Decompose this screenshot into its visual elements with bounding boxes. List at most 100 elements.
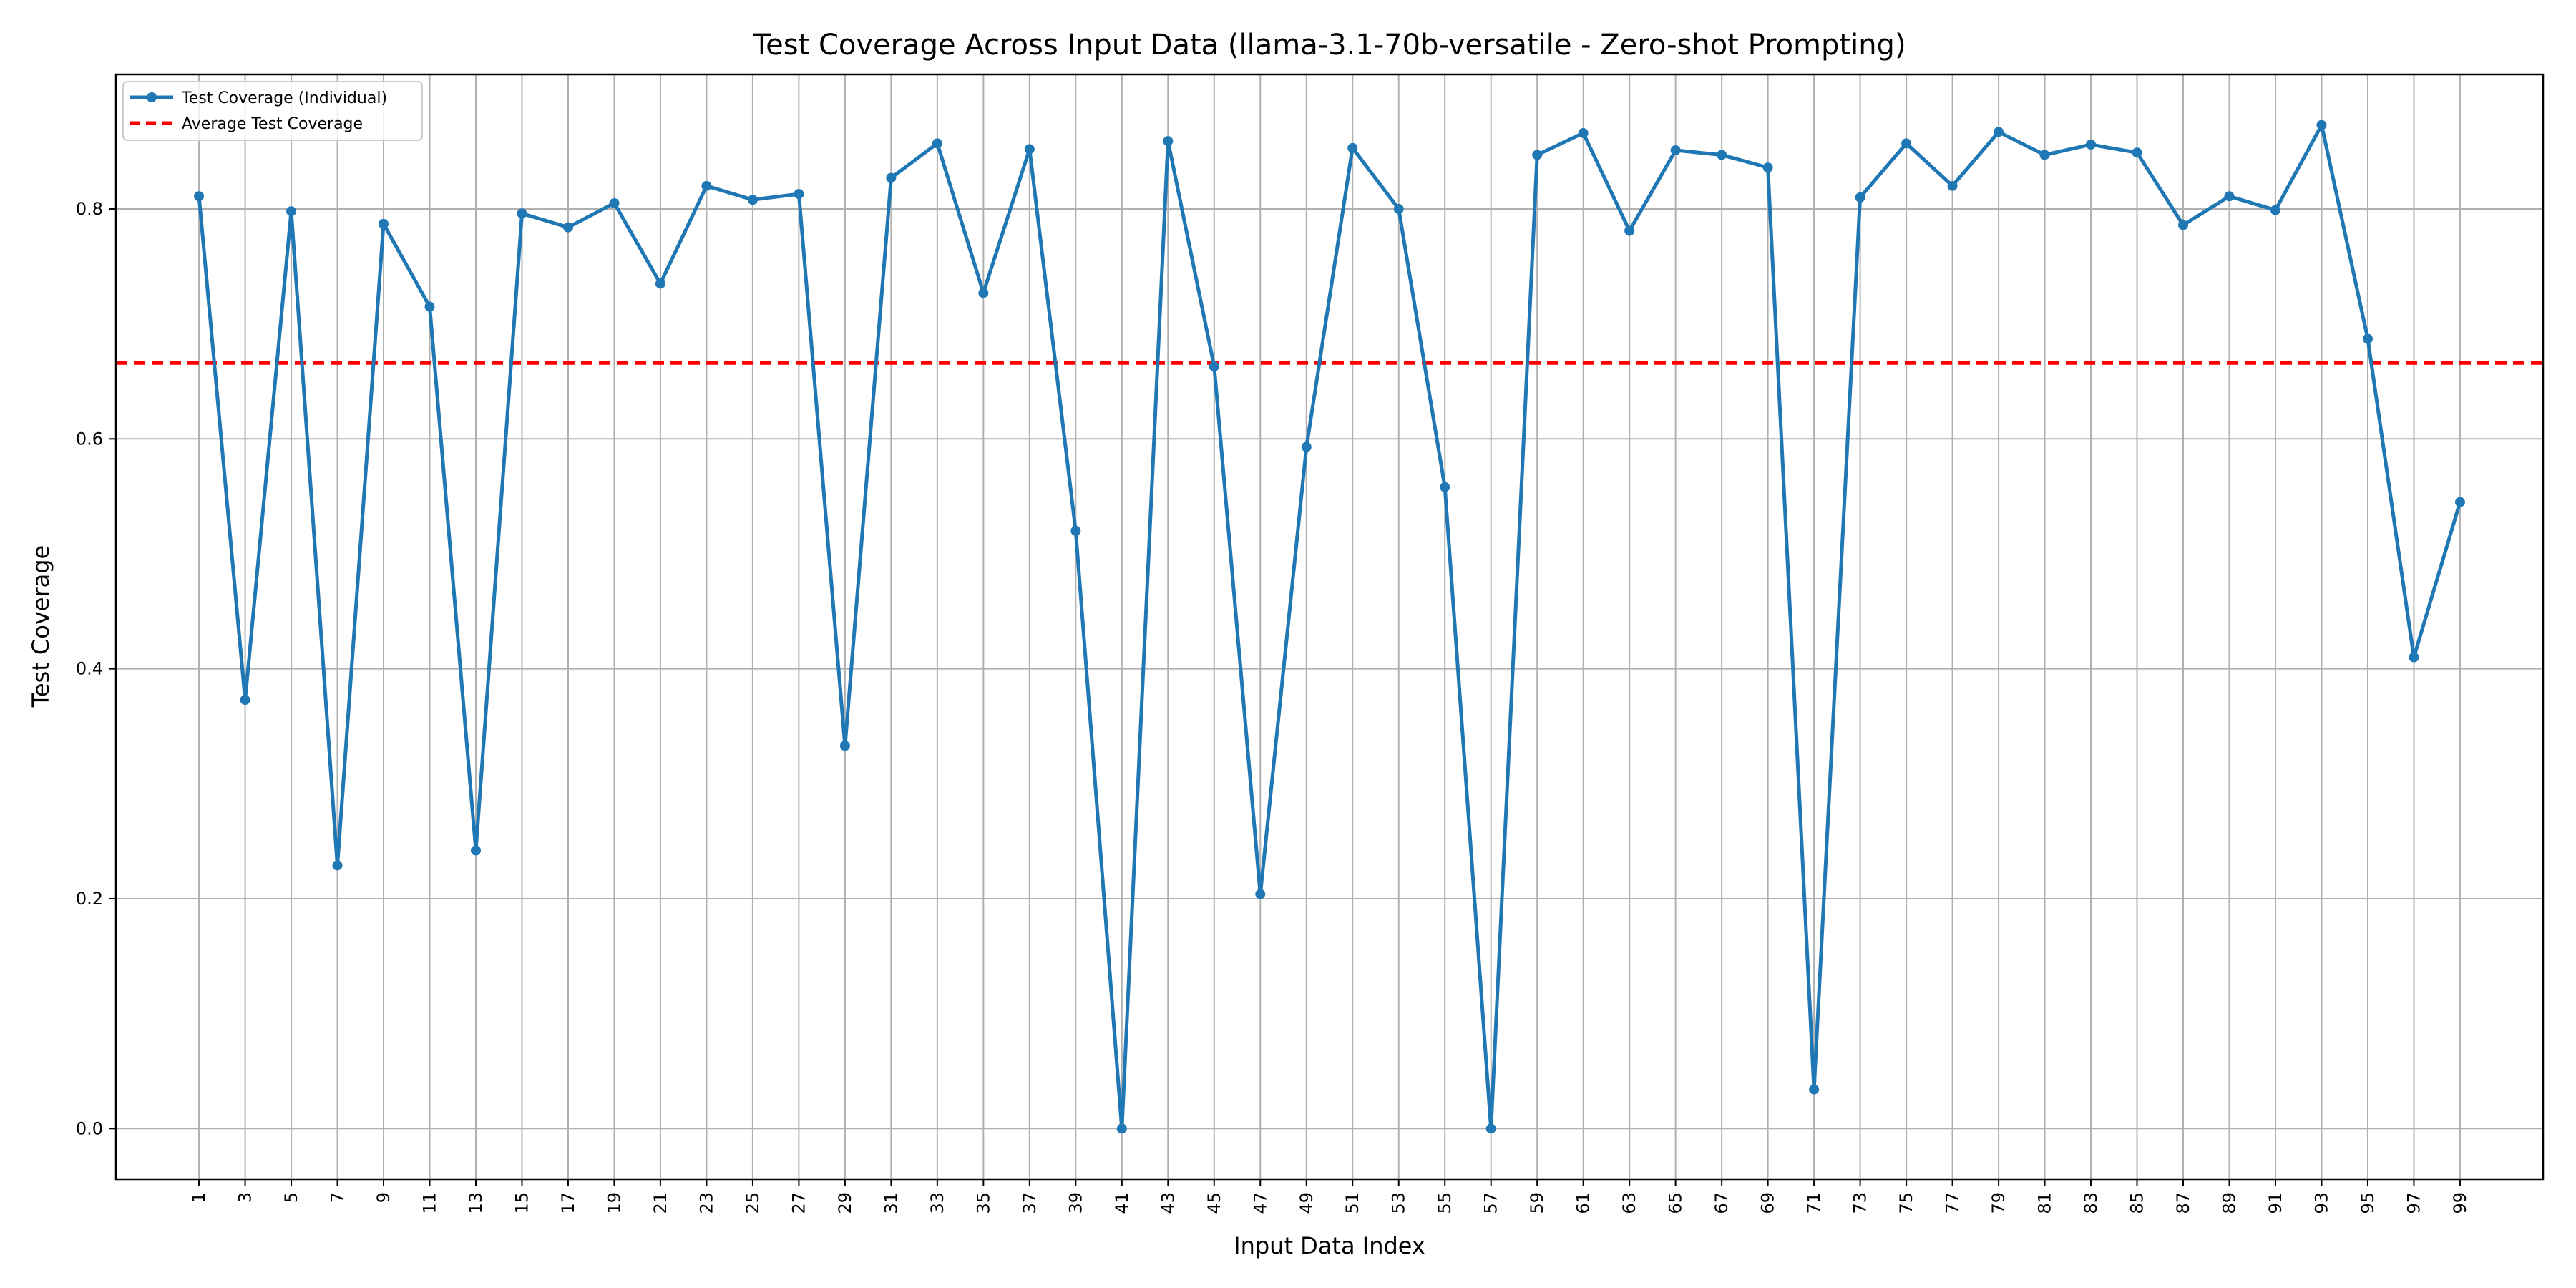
data-point (2270, 205, 2280, 215)
data-point (1393, 203, 1404, 214)
x-tick-label: 85 (2127, 1192, 2147, 1214)
x-tick-label: 1 (189, 1192, 209, 1203)
y-tick-label: 0.4 (76, 659, 103, 679)
data-point (424, 301, 435, 312)
data-point (1532, 150, 1543, 160)
data-point (2224, 191, 2235, 202)
legend: Test Coverage (Individual) Average Test … (122, 81, 423, 141)
x-tick-label: 77 (1943, 1192, 1963, 1214)
x-tick-label: 39 (1065, 1192, 1085, 1214)
x-tick-label: 15 (512, 1192, 532, 1214)
x-tick-label: 35 (973, 1192, 993, 1214)
x-tick-label: 9 (374, 1192, 394, 1203)
x-tick-label: 5 (281, 1192, 301, 1203)
x-tick-label: 65 (1666, 1192, 1686, 1214)
data-point (1624, 225, 1635, 236)
x-tick-label: 49 (1297, 1192, 1317, 1214)
data-point (1347, 142, 1358, 153)
data-point (886, 172, 897, 183)
x-tick-label: 27 (789, 1192, 809, 1214)
data-point (978, 288, 989, 298)
legend-marker-swatch (147, 92, 157, 102)
data-point (2316, 119, 2327, 130)
data-point (2454, 497, 2465, 507)
data-point (332, 860, 343, 871)
x-tick-label: 87 (2173, 1192, 2193, 1214)
x-tick-label: 3 (235, 1192, 255, 1203)
x-tick-label: 29 (835, 1192, 855, 1214)
data-point (839, 741, 850, 751)
series-line (197, 123, 2462, 1131)
data-point (2178, 220, 2189, 230)
x-tick-label: 83 (2081, 1192, 2101, 1214)
data-point (2409, 652, 2419, 663)
data-point (1116, 1123, 1127, 1134)
y-axis-label: Test Coverage (27, 545, 54, 708)
data-point (1809, 1084, 1820, 1095)
x-tick-label: 73 (1850, 1192, 1870, 1214)
data-point (2039, 150, 2050, 160)
x-tick-label: 31 (881, 1192, 901, 1214)
x-tick-label: 93 (2311, 1192, 2331, 1214)
data-point (655, 278, 665, 289)
x-tick-label: 69 (1758, 1192, 1778, 1214)
x-tick-label: 13 (466, 1192, 486, 1214)
data-point (1670, 145, 1681, 156)
data-point (2132, 147, 2142, 158)
x-tick-label: 75 (1896, 1192, 1916, 1214)
ticks-group: 1 3 5 7 9 11 13 15 17 19 21 23 25 27 29 31 33 35 37 39 41 43 4… (76, 199, 2470, 1214)
grid-lines (116, 74, 2543, 1179)
data-point (794, 189, 804, 200)
x-tick-label: 23 (696, 1192, 716, 1214)
data-point (747, 195, 758, 205)
data-point (194, 191, 205, 202)
data-point (1255, 889, 1266, 899)
data-point (1855, 192, 1865, 203)
x-tick-label: 89 (2219, 1192, 2239, 1214)
data-point (379, 218, 389, 229)
x-tick-label: 37 (1020, 1192, 1040, 1214)
x-tick-label: 71 (1804, 1192, 1824, 1214)
y-tick-label: 0.2 (76, 889, 103, 909)
x-tick-label: 19 (604, 1192, 624, 1214)
data-point (1485, 1123, 1496, 1134)
data-point (1070, 525, 1081, 536)
data-point (562, 222, 573, 233)
x-tick-label: 17 (558, 1192, 578, 1214)
x-tick-label: 99 (2450, 1192, 2470, 1214)
data-point (1901, 138, 1912, 149)
data-point (1024, 144, 1035, 155)
data-point (470, 845, 481, 856)
legend-label-average: Average Test Coverage (182, 115, 363, 133)
plot-frame (114, 73, 2545, 1181)
x-tick-label: 97 (2404, 1192, 2424, 1214)
y-tick-label: 0.0 (76, 1118, 103, 1138)
x-tick-label: 59 (1527, 1192, 1547, 1214)
data-point (2362, 333, 2373, 344)
data-point (1578, 127, 1589, 138)
x-tick-label: 95 (2358, 1192, 2378, 1214)
data-point (1762, 162, 1773, 173)
data-point (1717, 150, 1727, 160)
x-tick-label: 43 (1158, 1192, 1178, 1214)
x-tick-label: 67 (1712, 1192, 1732, 1214)
data-point (2086, 140, 2097, 150)
axes-group (114, 73, 2545, 1181)
x-tick-label: 91 (2265, 1192, 2285, 1214)
x-axis-label: Input Data Index (1234, 1232, 1425, 1259)
chart-title: Test Coverage Across Input Data (llama-3… (752, 29, 1906, 62)
x-tick-label: 81 (2035, 1192, 2055, 1214)
data-point (1301, 441, 1312, 452)
x-tick-label: 45 (1204, 1192, 1224, 1214)
x-tick-label: 55 (1435, 1192, 1455, 1214)
data-point (286, 206, 297, 217)
x-tick-label: 7 (328, 1192, 348, 1203)
data-point (932, 138, 942, 149)
x-tick-label: 11 (420, 1192, 440, 1214)
legend-label-individual: Test Coverage (Individual) (181, 89, 387, 107)
data-point (609, 197, 620, 208)
x-tick-label: 51 (1342, 1192, 1362, 1214)
x-tick-label: 57 (1481, 1192, 1501, 1214)
